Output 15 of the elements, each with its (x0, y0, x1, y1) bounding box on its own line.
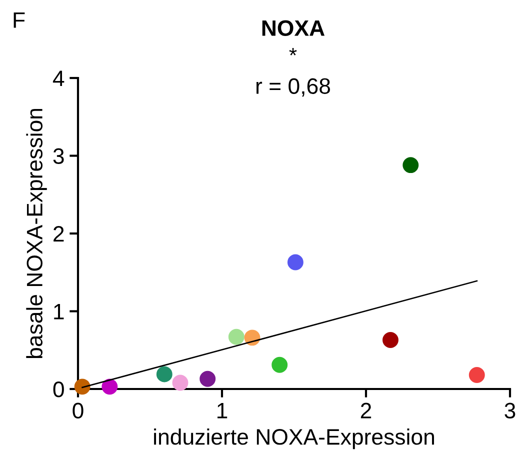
text: * (289, 48, 297, 56)
x-axis-title: induzierte NOXA-Expression (154, 428, 434, 450)
y-tick-label: 4 (52, 70, 64, 86)
y-tick-label: 2 (54, 226, 64, 242)
x-tick-label: 0 (72, 402, 84, 419)
y-axis-title: basale NOXA-Expression (26, 108, 47, 358)
x-tick-label: 2 (360, 402, 372, 418)
y-tick-label: 0 (53, 382, 64, 398)
x-tick-label: 1 (218, 403, 228, 418)
x-tick-label: 3 (504, 402, 516, 419)
annotation: r = 0,68 (256, 78, 330, 97)
y-tick-label: 1 (54, 304, 64, 320)
y-tick-label: 3 (53, 148, 64, 164)
text: F (14, 12, 25, 28)
chart-title: NOXA (262, 20, 325, 36)
